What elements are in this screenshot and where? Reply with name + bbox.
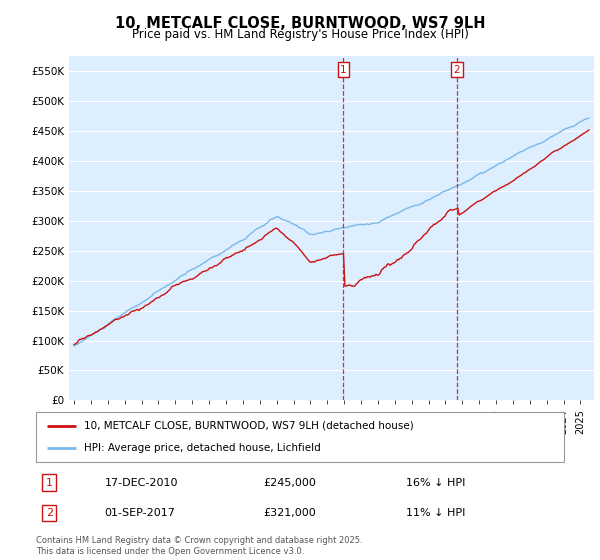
Text: Contains HM Land Registry data © Crown copyright and database right 2025.
This d: Contains HM Land Registry data © Crown c… xyxy=(36,536,362,556)
Text: 1: 1 xyxy=(46,478,53,488)
Text: 16% ↓ HPI: 16% ↓ HPI xyxy=(406,478,465,488)
Text: 11% ↓ HPI: 11% ↓ HPI xyxy=(406,508,465,518)
Text: £245,000: £245,000 xyxy=(263,478,316,488)
Text: 1: 1 xyxy=(340,64,347,74)
Text: 2: 2 xyxy=(454,64,460,74)
Text: 17-DEC-2010: 17-DEC-2010 xyxy=(104,478,178,488)
FancyBboxPatch shape xyxy=(36,412,564,462)
Text: Price paid vs. HM Land Registry's House Price Index (HPI): Price paid vs. HM Land Registry's House … xyxy=(131,28,469,41)
Text: 10, METCALF CLOSE, BURNTWOOD, WS7 9LH: 10, METCALF CLOSE, BURNTWOOD, WS7 9LH xyxy=(115,16,485,31)
Text: 2: 2 xyxy=(46,508,53,518)
Text: HPI: Average price, detached house, Lichfield: HPI: Average price, detached house, Lich… xyxy=(83,443,320,453)
Text: 10, METCALF CLOSE, BURNTWOOD, WS7 9LH (detached house): 10, METCALF CLOSE, BURNTWOOD, WS7 9LH (d… xyxy=(83,421,413,431)
Text: 01-SEP-2017: 01-SEP-2017 xyxy=(104,508,176,518)
Text: £321,000: £321,000 xyxy=(263,508,316,518)
